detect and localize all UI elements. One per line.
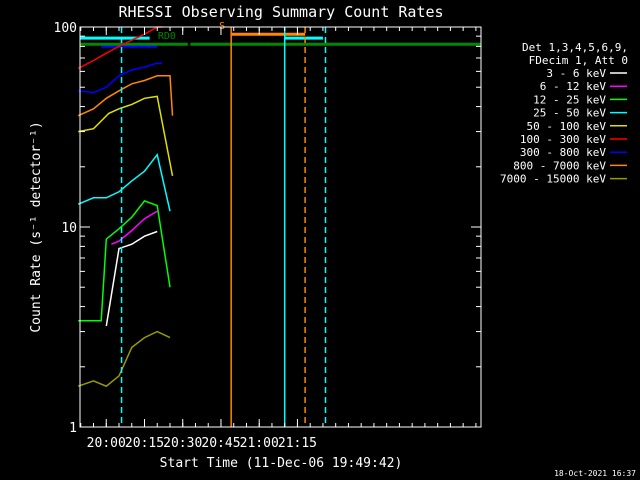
series-group <box>77 26 174 388</box>
legend: Det 1,3,4,5,6,9,FDecim 1, Att 03 - 6 keV… <box>500 41 628 186</box>
legend-entry-label-1: 6 - 12 keV <box>540 80 607 93</box>
series-line-2 <box>77 75 174 117</box>
series-line-1 <box>78 62 163 94</box>
legend-entry-label-8: 7000 - 15000 keV <box>500 173 606 186</box>
footer-date: 18-Oct-2021 16:37 <box>554 469 636 478</box>
y-axis: 1 10 100 <box>54 21 481 436</box>
x-axis: 20:00 20:15 20:30 20:45 21:00 21:15 <box>80 27 477 451</box>
x-tick-label-2: 20:30 <box>163 436 202 451</box>
x-tick-label-0: 20:00 <box>87 436 126 451</box>
series-line-3 <box>78 95 174 177</box>
legend-entry-label-7: 800 - 7000 keV <box>513 159 606 172</box>
legend-header-1: FDecim 1, Att 0 <box>529 54 628 67</box>
series-line-0 <box>77 26 163 70</box>
series-line-8 <box>77 330 171 388</box>
y-tick-label-1: 10 <box>61 221 77 236</box>
legend-entry-label-3: 25 - 50 keV <box>533 107 606 120</box>
series-line-6 <box>111 210 158 245</box>
series-line-7 <box>105 230 158 327</box>
x-tick-label-4: 21:00 <box>240 436 279 451</box>
legend-entry-label-6: 300 - 800 keV <box>520 146 606 159</box>
event-markers <box>120 27 327 427</box>
y-tick-label-0: 1 <box>69 421 77 436</box>
legend-entry-label-4: 50 - 100 keV <box>527 120 607 133</box>
x-tick-label-3: 20:45 <box>201 436 240 451</box>
legend-entry-label-0: 3 - 6 keV <box>546 67 606 80</box>
legend-header-0: Det 1,3,4,5,6,9, <box>522 41 628 54</box>
x-tick-label-1: 20:15 <box>125 436 164 451</box>
x-tick-label-5: 21:15 <box>278 436 317 451</box>
x-axis-label: Start Time (11-Dec-06 19:49:42) <box>160 456 403 471</box>
y-tick-label-2: 100 <box>54 21 77 36</box>
series-line-4 <box>77 152 171 212</box>
legend-entry-label-5: 100 - 300 keV <box>520 133 606 146</box>
legend-entry-label-2: 12 - 25 keV <box>533 93 606 106</box>
y-axis-label: Count Rate (s⁻¹ detector⁻¹) <box>29 121 44 332</box>
flag-label-2: RD0 <box>158 31 176 42</box>
series-line-5 <box>78 200 171 322</box>
chart-title: RHESSI Observing Summary Count Rates <box>118 3 443 21</box>
